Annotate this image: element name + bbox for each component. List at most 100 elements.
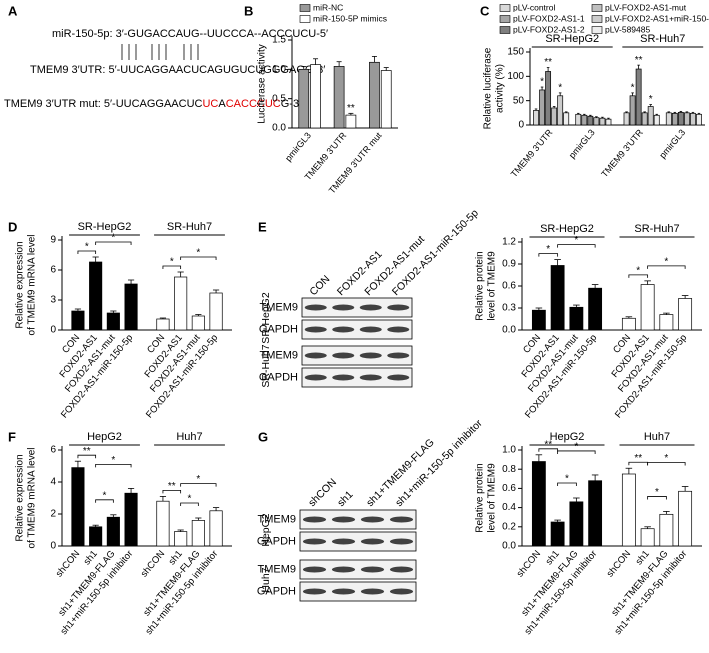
- bar: [588, 480, 603, 547]
- bar: [539, 89, 545, 126]
- significance-bracket: [557, 482, 577, 486]
- bar: [677, 111, 684, 126]
- significance-bracket: [557, 450, 596, 454]
- significance: *: [103, 490, 107, 501]
- significance-bracket: [162, 265, 182, 269]
- significance-bracket: [628, 274, 649, 278]
- significance: *: [655, 487, 659, 498]
- legend-label: pLV-FOXD2-AS1-2: [513, 24, 585, 34]
- y-axis-label: level of TMEM9: [487, 463, 498, 533]
- blot-band: [302, 538, 327, 545]
- legend-label: miR-150-5P mimics: [313, 13, 387, 23]
- significance-bracket: [95, 241, 132, 245]
- blot-strip: [299, 581, 417, 602]
- sequence-segment: G-3′: [281, 98, 301, 110]
- bar: [124, 492, 138, 547]
- significance: **: [168, 481, 176, 492]
- legend-label: pLV-589485: [605, 24, 650, 34]
- bar: [629, 95, 636, 126]
- bar: [640, 528, 655, 547]
- significance: **: [83, 446, 91, 457]
- bar: [623, 112, 630, 126]
- y-axis-label: Relative luciferase: [483, 47, 494, 129]
- significance: **: [635, 55, 643, 66]
- blot-band: [332, 304, 355, 311]
- block-label: SR-Huh7: [640, 33, 685, 45]
- y-axis-label: activity (%): [495, 64, 506, 113]
- significance: *: [111, 455, 115, 466]
- y-tick-label: 0.6: [502, 483, 516, 494]
- pairing-lines: [121, 44, 199, 60]
- block-label: SR-HepG2: [78, 221, 132, 233]
- bar: [575, 113, 582, 126]
- significance: *: [111, 233, 115, 244]
- blot-band: [360, 538, 385, 545]
- legend-label: pLV-control: [513, 2, 555, 12]
- significance: **: [544, 439, 552, 450]
- blot-band: [387, 304, 410, 311]
- cell-label: HepG2: [260, 513, 272, 546]
- row-label: GAPDH: [259, 323, 298, 335]
- y-tick-label: 9: [50, 235, 56, 246]
- utr-sequence: TMEM9 3′UTR: 5′-UUCAGGAACUCAGUGUCUGGGAGG…: [30, 64, 325, 76]
- bar: [581, 114, 588, 126]
- blot-band: [332, 352, 355, 359]
- bar: [531, 309, 546, 331]
- legend-label: miR-NC: [313, 2, 343, 12]
- y-tick-label: 4: [50, 477, 56, 488]
- row-label: GAPDH: [257, 535, 296, 547]
- blot-band: [304, 374, 327, 381]
- significance-bracket: [162, 490, 182, 494]
- bar: [174, 531, 188, 547]
- bar: [640, 284, 655, 331]
- block-label: HepG2: [87, 431, 122, 443]
- legend-swatch: [499, 15, 511, 23]
- significance-bracket: [647, 265, 686, 269]
- bar: [683, 112, 690, 126]
- blot-band: [332, 374, 355, 381]
- bar: [621, 317, 636, 331]
- bar: [209, 510, 223, 547]
- panel-letter: B: [244, 3, 253, 18]
- blot-band: [389, 566, 414, 573]
- significance-bracket: [180, 502, 199, 506]
- blot-band: [331, 516, 356, 523]
- significance: *: [565, 474, 569, 485]
- blot-band: [387, 374, 410, 381]
- blot-band: [302, 588, 327, 595]
- y-tick-label: 3: [50, 295, 56, 306]
- sequence-segment: TMEM9 3′UTR mut: 5′-UUCAGGAACUC: [4, 98, 203, 110]
- bar: [569, 501, 584, 547]
- blot-band: [360, 516, 385, 523]
- blot-band: [359, 374, 382, 381]
- bar: [156, 318, 170, 331]
- significance-bracket: [647, 496, 667, 500]
- y-tick-label: 0: [50, 325, 56, 336]
- significance-bracket: [538, 448, 559, 452]
- blot-band: [302, 516, 327, 523]
- y-tick-label: 100: [507, 71, 524, 82]
- bar: [588, 287, 603, 331]
- x-tick-label: shCON: [515, 548, 544, 579]
- blot-strip: [299, 531, 417, 552]
- blot-strip: [301, 345, 413, 366]
- significance-bracket: [647, 462, 686, 466]
- blot-band: [389, 516, 414, 523]
- significance: *: [196, 474, 200, 485]
- bar: [593, 117, 600, 126]
- bar: [156, 500, 170, 547]
- significance: **: [634, 453, 642, 464]
- y-tick-label: 1.0: [502, 445, 516, 456]
- blot-band: [304, 326, 327, 333]
- significance: *: [649, 94, 653, 105]
- bar: [678, 298, 693, 331]
- significance: *: [188, 494, 192, 505]
- panel-letter: E: [258, 219, 267, 234]
- bar: [635, 68, 642, 126]
- blot-band: [331, 566, 356, 573]
- blot-strip: [301, 319, 413, 340]
- significance: *: [574, 442, 578, 453]
- significance: *: [558, 83, 562, 94]
- bar: [678, 490, 693, 547]
- legend-swatch: [591, 4, 603, 12]
